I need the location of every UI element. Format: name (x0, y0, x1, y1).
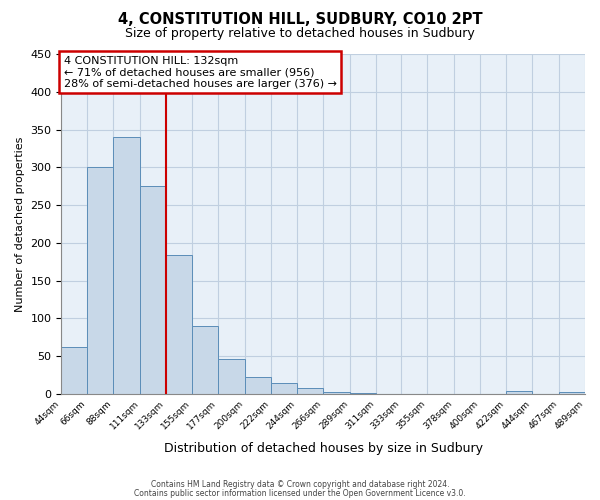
Text: 4, CONSTITUTION HILL, SUDBURY, CO10 2PT: 4, CONSTITUTION HILL, SUDBURY, CO10 2PT (118, 12, 482, 28)
Bar (218, 359, 245, 394)
Bar (350, 393, 376, 394)
Y-axis label: Number of detached properties: Number of detached properties (15, 136, 25, 312)
Text: Contains HM Land Registry data © Crown copyright and database right 2024.: Contains HM Land Registry data © Crown c… (151, 480, 449, 489)
Bar (323, 392, 350, 394)
Bar (297, 388, 323, 394)
Text: 4 CONSTITUTION HILL: 132sqm
← 71% of detached houses are smaller (956)
28% of se: 4 CONSTITUTION HILL: 132sqm ← 71% of det… (64, 56, 337, 88)
Text: Size of property relative to detached houses in Sudbury: Size of property relative to detached ho… (125, 28, 475, 40)
Bar (271, 382, 297, 394)
Bar (192, 326, 218, 394)
Bar (506, 391, 532, 394)
X-axis label: Distribution of detached houses by size in Sudbury: Distribution of detached houses by size … (164, 442, 483, 455)
Bar (113, 137, 140, 394)
Bar (245, 376, 271, 394)
Bar (559, 392, 585, 394)
Text: Contains public sector information licensed under the Open Government Licence v3: Contains public sector information licen… (134, 488, 466, 498)
Bar (140, 186, 166, 394)
Bar (166, 255, 192, 394)
Bar (61, 347, 87, 394)
Bar (87, 166, 113, 394)
